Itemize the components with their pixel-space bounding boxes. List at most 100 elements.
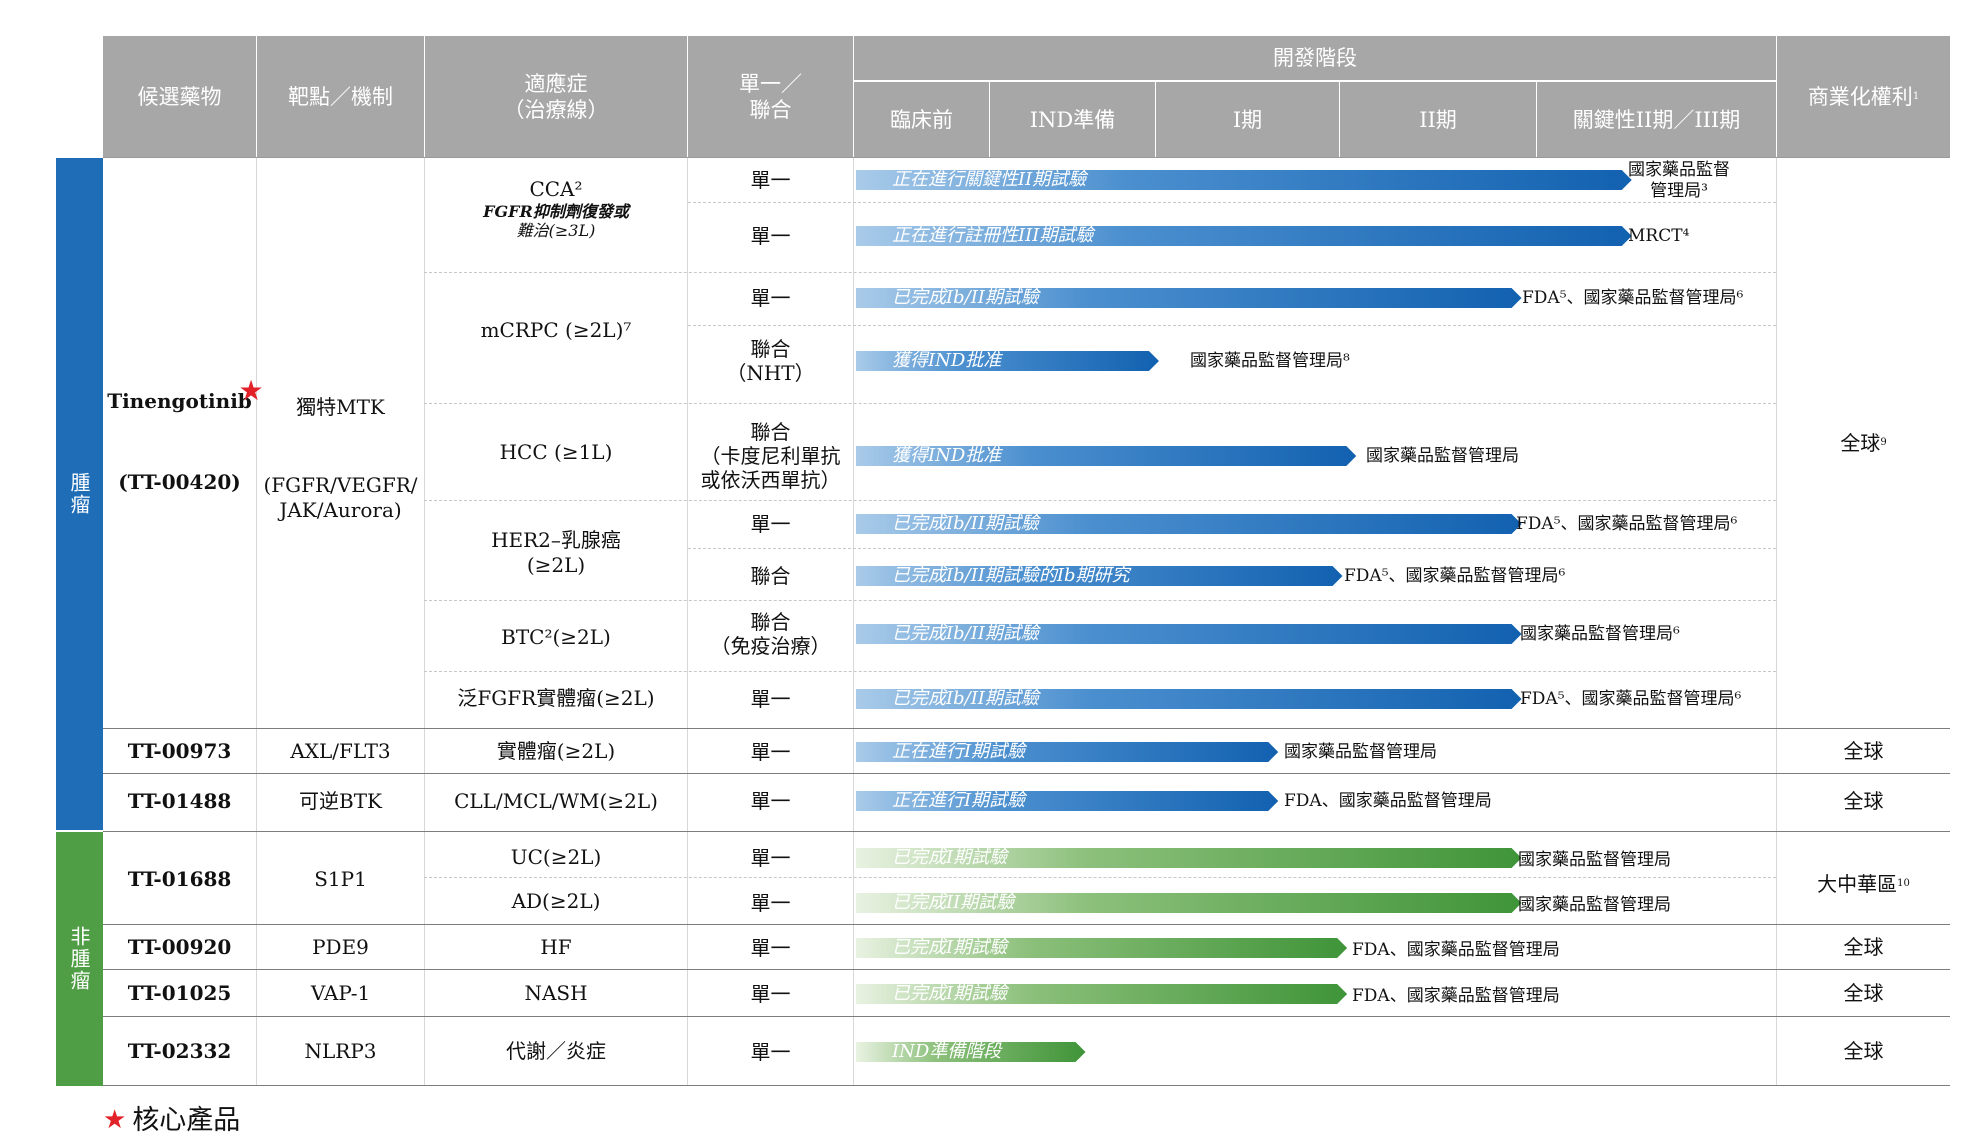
- header-candidate-label: 候選藥物: [137, 84, 222, 109]
- regulatory-authority-label: FDA、國家藥品監督管理局: [1284, 791, 1492, 812]
- target-cell: VAP-1: [257, 978, 424, 1008]
- indication-label: (≥2L): [526, 553, 586, 577]
- progress-bar-arrow: [856, 848, 1522, 868]
- subrow-divider: [424, 671, 1776, 672]
- rights-label: 全球: [1843, 738, 1884, 763]
- mode-label: 單一: [750, 512, 791, 536]
- rights-label: 全球: [1843, 934, 1884, 959]
- regulatory-authority-label: 國家藥品監督管理局: [1366, 446, 1519, 467]
- header-rights-label: 商業化權利: [1807, 84, 1913, 109]
- mode-cell: 聯合 （免疫治療）: [688, 610, 853, 658]
- indication-label: CCA²: [529, 176, 583, 201]
- subrow-divider: [424, 272, 1776, 273]
- indication-btc: BTC²(≥2L): [425, 622, 687, 652]
- mode-label: 單一: [750, 1040, 791, 1064]
- header-stage-label: II期: [1419, 107, 1457, 132]
- progress-bar-arrow: [856, 566, 1343, 586]
- subrow-divider: [424, 877, 1776, 878]
- header-mode: 單一／ 聯合: [688, 36, 853, 157]
- indication-her2: HER2–乳腺癌 (≥2L): [425, 525, 687, 581]
- rights-cell: 全球: [1777, 786, 1950, 816]
- target-cell: NLRP3: [257, 1036, 424, 1066]
- bar-status-label: 正在進行註冊性III期試驗: [892, 225, 1094, 246]
- regulatory-authority-label: 國家藥品監督管理局⁶: [1520, 624, 1680, 645]
- authority-line: 國家藥品監督管理局: [1284, 742, 1437, 762]
- indication-label: AD(≥2L): [511, 888, 601, 913]
- regulatory-authority-label: FDA⁵、國家藥品監督管理局⁶: [1522, 288, 1743, 309]
- mode-cell: 單一: [688, 789, 853, 813]
- progress-bar-arrow: [856, 791, 1279, 811]
- regulatory-authority-label: 國家藥品監督 管理局³: [1628, 160, 1730, 202]
- progress-bar: [856, 514, 1522, 534]
- authority-line: FDA⁵、國家藥品監督管理局⁶: [1522, 288, 1744, 308]
- indication-label: 代謝／炎症: [506, 1038, 606, 1063]
- mode-label: 單一: [750, 936, 791, 960]
- mode-label: 或依沃西單抗）: [700, 468, 841, 492]
- target-cell: S1P1: [257, 864, 424, 894]
- subrow-divider: [424, 403, 1776, 404]
- progress-bar-arrow: [856, 351, 1159, 371]
- regulatory-authority-label: 國家藥品監督管理局⁸: [1190, 351, 1350, 372]
- mode-label: 單一: [750, 982, 791, 1006]
- row-divider: [103, 1085, 1950, 1086]
- progress-bar-arrow: [856, 689, 1522, 709]
- target-detail-line: (FGFR/VEGFR/: [263, 473, 418, 497]
- target-label: 獨特MTK: [296, 394, 385, 419]
- bar-status-label: 已完成I期試驗: [892, 983, 1008, 1004]
- authority-line: MRCT⁴: [1628, 226, 1690, 246]
- progress-bar: [856, 984, 1348, 1004]
- progress-bar: [856, 566, 1343, 586]
- progress-bar: [856, 170, 1632, 190]
- regulatory-authority-label: MRCT⁴: [1628, 226, 1689, 247]
- mode-cell: 單一: [688, 224, 853, 248]
- progress-bar: [856, 848, 1522, 868]
- header-stage-ind: IND準備: [990, 82, 1155, 157]
- bar-status-label: 已完成I期試驗: [892, 847, 1008, 868]
- rights-label: 全球: [1840, 430, 1881, 455]
- regulatory-authority-label: FDA、國家藥品監督管理局: [1352, 986, 1560, 1007]
- rights-label: 大中華區: [1817, 871, 1898, 896]
- header-stage-pivotal: 關鍵性II期／III期: [1537, 82, 1776, 157]
- progress-bar: [856, 689, 1522, 709]
- target-label: AXL/FLT3: [290, 738, 391, 763]
- candidate-name: Tinengotinib: [107, 388, 252, 413]
- legend-label: 核心產品: [132, 1104, 241, 1136]
- column-divider: [687, 158, 688, 1086]
- legend-star-icon: ★: [103, 1104, 127, 1135]
- indication-sub: 難治(≥3L): [516, 220, 596, 240]
- candidate-code: (TT-00420): [103, 467, 256, 497]
- target-detail-line: JAK/Aurora): [279, 498, 402, 522]
- subrow-divider: [424, 500, 1776, 501]
- mode-label: 聯合: [750, 564, 791, 588]
- progress-bar-arrow: [856, 938, 1348, 958]
- mode-cell: 單一: [688, 982, 853, 1006]
- row-divider: [103, 773, 1950, 774]
- bar-status-label: IND準備階段: [892, 1041, 1002, 1062]
- mode-label: 單一: [750, 789, 791, 813]
- mode-label: 聯合: [750, 420, 791, 444]
- indication-metabolic: 代謝／炎症: [425, 1036, 687, 1066]
- mode-cell: 單一: [688, 512, 853, 536]
- progress-bar-arrow: [856, 288, 1522, 308]
- progress-bar: [856, 791, 1279, 811]
- rights-cell: 全球: [1777, 736, 1950, 766]
- header-target: 靶點／機制: [257, 36, 424, 157]
- header-candidate: 候選藥物: [103, 36, 256, 157]
- mode-cell: 聯合 （NHT）: [688, 337, 853, 385]
- header-stage-phase2: II期: [1340, 82, 1536, 157]
- column-divider: [424, 158, 425, 1086]
- indication-hcc: HCC (≥1L): [425, 437, 687, 467]
- indication-pan-fgfr: 泛FGFR實體瘤(≥2L): [425, 683, 687, 713]
- header-indication-line1: 適應症: [524, 71, 588, 96]
- authority-line: 管理局³: [1650, 181, 1708, 201]
- bar-status-label: 正在進行關鍵性II期試驗: [892, 169, 1087, 190]
- indication-label: mCRPC (≥2L)⁷: [480, 317, 632, 342]
- header-mode-line2: 聯合: [749, 97, 792, 122]
- regulatory-authority-label: 國家藥品監督管理局: [1518, 895, 1671, 916]
- progress-bar-arrow: [856, 1042, 1086, 1062]
- bar-status-label: 已完成Ib/II期試驗: [892, 688, 1039, 709]
- rights-label: 全球: [1843, 788, 1884, 813]
- progress-bar: [856, 226, 1632, 246]
- target-cell: 可逆BTK: [257, 786, 424, 816]
